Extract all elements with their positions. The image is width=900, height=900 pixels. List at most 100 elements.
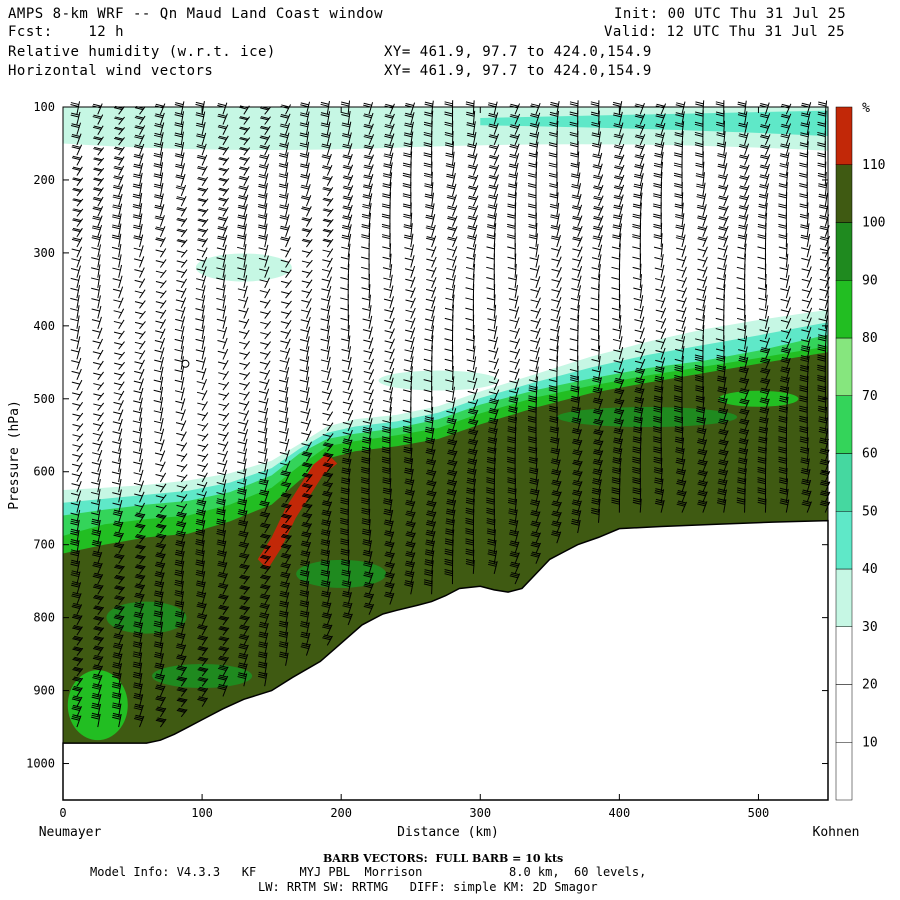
wind-barb: [243, 575, 251, 585]
wind-barb-feather: [363, 539, 372, 543]
wind-barb: [76, 604, 83, 615]
wind-barb-feather: [403, 215, 412, 219]
wind-barb: [639, 144, 646, 156]
wind-barb-feather: [154, 574, 163, 578]
wind-barb-feather: [611, 266, 620, 270]
wind-barb-feather: [280, 238, 289, 242]
wind-barb-feather: [694, 348, 704, 352]
wind-barb: [139, 331, 146, 340]
wind-barb-feather: [427, 510, 436, 514]
wind-barb-feather: [93, 563, 102, 567]
wind-barb: [285, 280, 292, 289]
wind-barb-feather: [633, 308, 643, 312]
wind-barb-feather: [94, 572, 103, 576]
wind-barb-feather: [133, 482, 143, 486]
wind-barb-feather: [113, 652, 122, 656]
wind-barb: [389, 123, 395, 135]
wind-barb-feather: [177, 654, 186, 658]
wind-barb: [139, 256, 145, 268]
wind-barb: [159, 428, 165, 442]
wind-barb-feather: [299, 389, 309, 393]
wind-barb-feather: [70, 561, 80, 565]
wind-barb: [243, 400, 250, 411]
wind-barb-feather: [112, 502, 121, 506]
wind-barb-feather: [323, 482, 332, 486]
wind-barb: [660, 161, 664, 176]
wind-barb-feather: [72, 219, 81, 223]
wind-barb-feather: [635, 124, 644, 128]
wind-barb-feather: [70, 102, 80, 106]
wind-barb-feather: [156, 695, 166, 699]
wind-barb-feather: [93, 196, 102, 200]
wind-barb-feather: [613, 441, 622, 445]
wind-barb-feather: [324, 462, 333, 466]
wind-barb-feather: [675, 338, 684, 342]
wind-barb-feather: [132, 430, 141, 434]
wind-barb: [139, 407, 143, 421]
wind-barb-feather: [592, 462, 601, 466]
wind-barb-feather: [300, 175, 309, 179]
wind-barb-feather: [423, 389, 432, 393]
wind-barb-feather: [486, 520, 495, 524]
wind-barb-feather: [718, 186, 727, 190]
wind-barb: [180, 453, 188, 462]
wind-barb-feather: [219, 604, 229, 608]
wind-barb-feather: [738, 380, 748, 384]
wind-barb-feather: [446, 267, 455, 271]
wind-barb-feather: [675, 237, 684, 241]
wind-barb-feather: [134, 603, 143, 607]
wind-barb: [389, 552, 395, 564]
wind-barb-feather: [258, 471, 267, 475]
wind-barb-feather: [363, 401, 372, 405]
wind-barb-feather: [239, 392, 248, 396]
wind-barb-feather: [571, 410, 580, 414]
wind-barb: [180, 101, 185, 115]
wind-barb: [326, 482, 334, 493]
wind-barb: [264, 213, 268, 227]
wind-barb-feather: [155, 686, 164, 690]
wind-barb-feather: [530, 278, 539, 282]
wind-barb-feather: [341, 573, 350, 577]
wind-barb: [764, 183, 770, 197]
wind-barb: [180, 131, 184, 146]
wind-barb-feather: [364, 144, 373, 148]
wind-barb-feather: [465, 509, 474, 513]
wind-barb-feather: [218, 413, 227, 417]
wind-barb-feather: [403, 389, 412, 393]
wind-barb-feather: [153, 622, 163, 626]
wind-barb: [723, 131, 726, 145]
wind-barb-feather: [738, 112, 747, 116]
wind-barb: [285, 417, 289, 431]
wind-barb: [347, 243, 351, 258]
wind-barb-feather: [423, 348, 433, 352]
wind-barb-feather: [341, 479, 350, 483]
wind-barb-feather: [760, 154, 769, 158]
wind-barb-feather: [402, 162, 412, 166]
wind-barb-feather: [527, 409, 537, 413]
wind-barb-feather: [737, 256, 746, 260]
wind-barb: [97, 177, 105, 187]
wind-barb: [598, 264, 601, 278]
wind-barb-feather: [654, 162, 663, 166]
wind-barb: [139, 603, 145, 615]
wind-barb: [159, 122, 165, 135]
wind-barb-feather: [634, 165, 643, 169]
wind-barb-feather: [614, 419, 623, 423]
wind-barb-feather: [570, 307, 579, 311]
wind-barb: [681, 277, 688, 289]
wind-barb: [618, 204, 624, 217]
wind-barb: [577, 418, 582, 432]
wind-barb-feather: [91, 543, 100, 547]
wind-barb: [347, 314, 350, 329]
wind-barb-feather: [655, 133, 664, 137]
wind-barb-feather: [384, 319, 393, 323]
wind-barb-feather: [114, 533, 123, 537]
wind-barb-feather: [445, 530, 454, 534]
wind-barb-feather: [195, 539, 205, 542]
wind-barb-feather: [365, 602, 374, 606]
wind-barb-feather: [488, 391, 498, 395]
wind-barb: [493, 304, 497, 319]
wind-barb-feather: [113, 636, 122, 640]
wind-barb-feather: [467, 197, 477, 201]
wind-barb: [76, 615, 83, 626]
